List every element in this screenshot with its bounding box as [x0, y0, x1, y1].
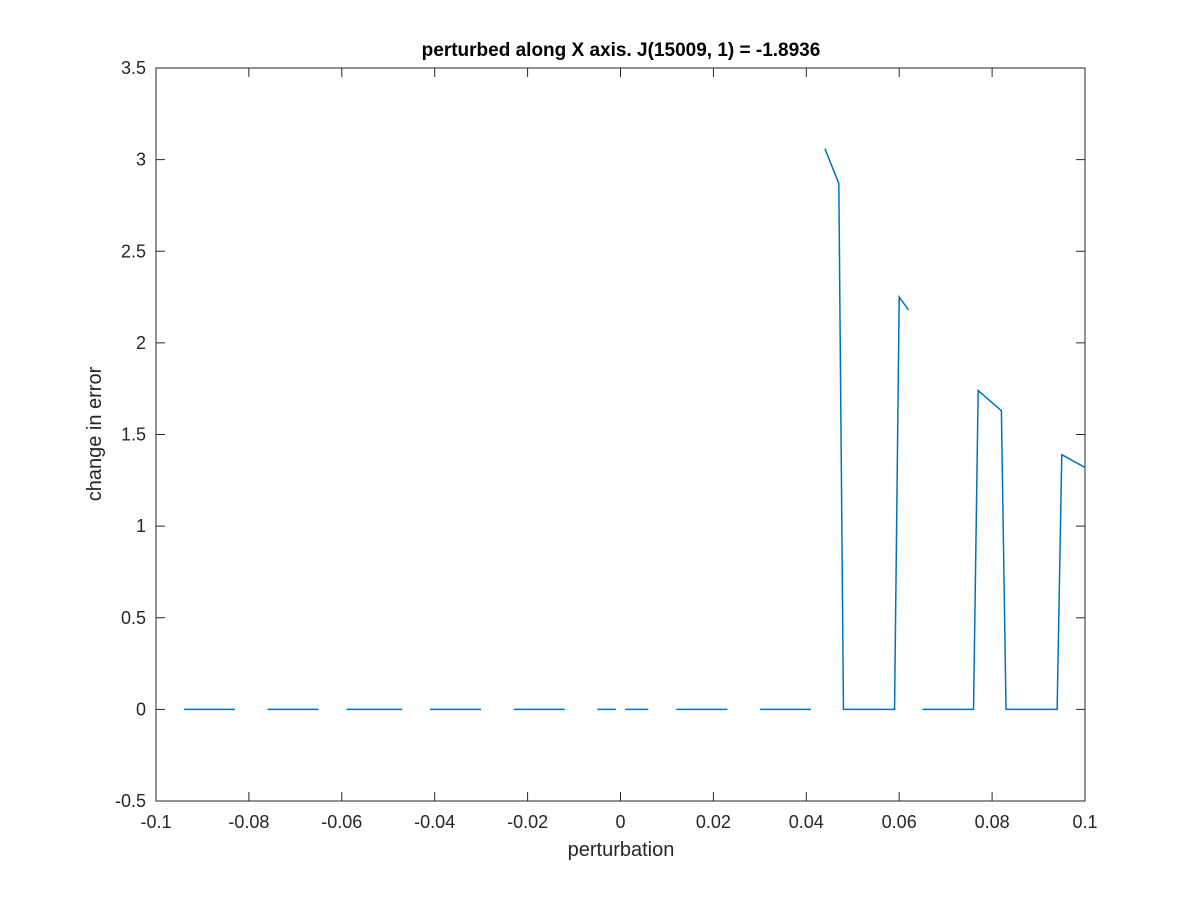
y-tick-label: 0 — [136, 699, 146, 719]
chart-title: perturbed along X axis. J(15009, 1) = -1… — [422, 40, 821, 61]
x-tick-label: 0.02 — [696, 812, 731, 832]
y-tick-label: 3.5 — [121, 58, 146, 78]
series-line-segment — [922, 388, 1086, 711]
x-tick-label: -0.1 — [140, 812, 171, 832]
series-line-segment — [824, 148, 910, 711]
x-tick-label: 0.1 — [1072, 812, 1097, 832]
x-tick-label: -0.04 — [414, 812, 455, 832]
x-tick-label: 0.06 — [882, 812, 917, 832]
y-tick-label: -0.5 — [115, 791, 146, 811]
y-axis-ticks: -0.5 0 0.5 1 1.5 2 2.5 3 3.5 — [115, 58, 1085, 811]
x-axis-label: perturbation — [568, 839, 675, 861]
y-axis-label: change in error — [84, 366, 106, 501]
plot-area — [155, 67, 1086, 802]
x-tick-label: -0.02 — [507, 812, 548, 832]
data-series — [183, 148, 1086, 711]
x-tick-label: 0.08 — [975, 812, 1010, 832]
y-tick-label: 1.5 — [121, 425, 146, 445]
x-tick-label: -0.06 — [321, 812, 362, 832]
x-tick-label: 0 — [615, 812, 625, 832]
x-axis-ticks: -0.1 -0.08 -0.06 -0.04 -0.02 0 0.02 0.04 0.06 0.0… — [140, 68, 1098, 832]
y-tick-label: 0.5 — [121, 608, 146, 628]
y-tick-label: 3 — [136, 150, 146, 170]
y-tick-label: 2 — [136, 333, 146, 353]
y-tick-label: 1 — [136, 516, 146, 536]
y-tick-label: 2.5 — [121, 241, 146, 261]
x-tick-label: -0.08 — [228, 812, 269, 832]
x-tick-label: 0.04 — [789, 812, 824, 832]
